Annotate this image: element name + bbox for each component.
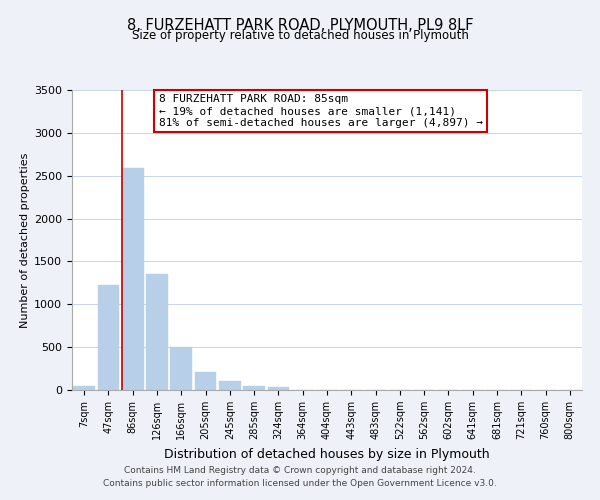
Bar (170, 347, 192, 390)
Text: Size of property relative to detached houses in Plymouth: Size of property relative to detached ho… (131, 29, 469, 42)
Bar (97, 284, 119, 390)
Y-axis label: Number of detached properties: Number of detached properties (20, 152, 30, 328)
Text: 8, FURZEHATT PARK ROAD, PLYMOUTH, PL9 8LF: 8, FURZEHATT PARK ROAD, PLYMOUTH, PL9 8L… (127, 18, 473, 32)
Bar (122, 168, 143, 390)
Text: Contains HM Land Registry data © Crown copyright and database right 2024.
Contai: Contains HM Land Registry data © Crown c… (103, 466, 497, 487)
Bar (219, 380, 241, 390)
Bar (146, 274, 168, 390)
Bar (194, 372, 217, 390)
X-axis label: Distribution of detached houses by size in Plymouth: Distribution of detached houses by size … (164, 448, 490, 460)
Bar (243, 386, 265, 390)
Bar (268, 388, 289, 390)
Text: 8 FURZEHATT PARK ROAD: 85sqm
← 19% of detached houses are smaller (1,141)
81% of: 8 FURZEHATT PARK ROAD: 85sqm ← 19% of de… (158, 94, 482, 128)
Bar (73, 386, 95, 390)
